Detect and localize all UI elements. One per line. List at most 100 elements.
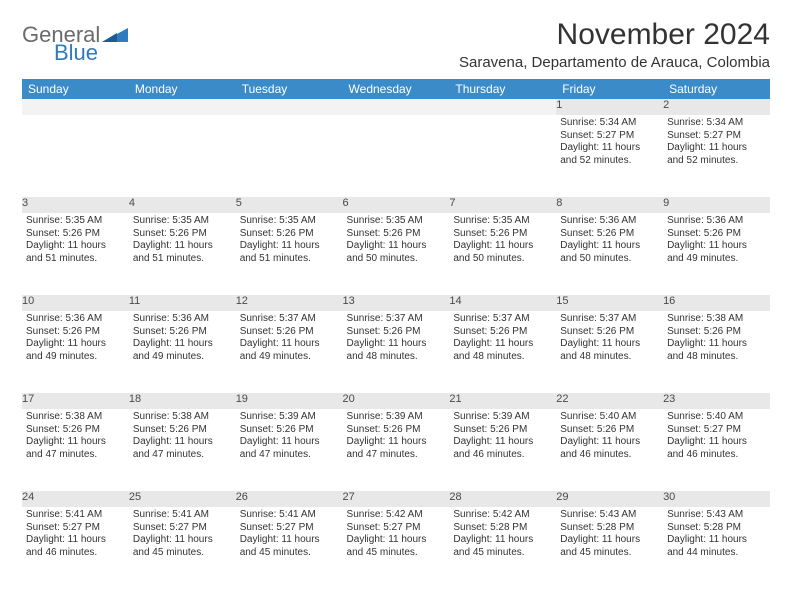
weekday-header: Thursday [449,79,556,99]
daylight-line: Daylight: 11 hours and 52 minutes. [667,142,766,167]
day-number: 22 [556,393,663,409]
sunrise-line: Sunrise: 5:42 AM [347,509,446,522]
daylight-line: Daylight: 11 hours and 49 minutes. [240,338,339,363]
day-number: 8 [556,197,663,213]
day-cell: Sunrise: 5:37 AMSunset: 5:26 PMDaylight:… [556,311,663,393]
daylight-line: Daylight: 11 hours and 46 minutes. [453,436,552,461]
day-cell: Sunrise: 5:37 AMSunset: 5:26 PMDaylight:… [236,311,343,393]
sunset-line: Sunset: 5:27 PM [240,522,339,535]
day-details: Sunrise: 5:36 AMSunset: 5:26 PMDaylight:… [663,213,770,271]
sunset-line: Sunset: 5:26 PM [26,228,125,241]
calendar-table: SundayMondayTuesdayWednesdayThursdayFrid… [22,79,770,589]
day-cell: Sunrise: 5:39 AMSunset: 5:26 PMDaylight:… [449,409,556,491]
sunrise-line: Sunrise: 5:39 AM [453,411,552,424]
day-cell-empty [236,115,343,197]
day-number: 5 [236,197,343,213]
day-cell: Sunrise: 5:41 AMSunset: 5:27 PMDaylight:… [22,507,129,589]
sunset-line: Sunset: 5:27 PM [347,522,446,535]
daylight-line: Daylight: 11 hours and 46 minutes. [560,436,659,461]
daylight-line: Daylight: 11 hours and 47 minutes. [347,436,446,461]
sunset-line: Sunset: 5:26 PM [453,424,552,437]
day-details: Sunrise: 5:37 AMSunset: 5:26 PMDaylight:… [236,311,343,369]
day-number: 9 [663,197,770,213]
sunset-line: Sunset: 5:26 PM [560,228,659,241]
day-number: 12 [236,295,343,311]
day-cell: Sunrise: 5:38 AMSunset: 5:26 PMDaylight:… [129,409,236,491]
sunset-line: Sunset: 5:26 PM [133,228,232,241]
sunset-line: Sunset: 5:27 PM [133,522,232,535]
day-cell: Sunrise: 5:37 AMSunset: 5:26 PMDaylight:… [449,311,556,393]
day-number-row: 17181920212223 [22,393,770,409]
day-cell: Sunrise: 5:39 AMSunset: 5:26 PMDaylight:… [343,409,450,491]
day-cell: Sunrise: 5:35 AMSunset: 5:26 PMDaylight:… [449,213,556,295]
day-number-empty [129,99,236,115]
weekday-header: Friday [556,79,663,99]
sunset-line: Sunset: 5:26 PM [26,326,125,339]
sunset-line: Sunset: 5:27 PM [26,522,125,535]
sunset-line: Sunset: 5:27 PM [667,424,766,437]
sunset-line: Sunset: 5:26 PM [347,228,446,241]
day-details: Sunrise: 5:37 AMSunset: 5:26 PMDaylight:… [556,311,663,369]
daylight-line: Daylight: 11 hours and 49 minutes. [667,240,766,265]
day-number: 21 [449,393,556,409]
day-details: Sunrise: 5:35 AMSunset: 5:26 PMDaylight:… [129,213,236,271]
day-cell: Sunrise: 5:34 AMSunset: 5:27 PMDaylight:… [556,115,663,197]
daylight-line: Daylight: 11 hours and 45 minutes. [560,534,659,559]
daylight-line: Daylight: 11 hours and 45 minutes. [133,534,232,559]
sunset-line: Sunset: 5:27 PM [560,130,659,143]
daylight-line: Daylight: 11 hours and 44 minutes. [667,534,766,559]
daylight-line: Daylight: 11 hours and 47 minutes. [133,436,232,461]
day-number: 2 [663,99,770,115]
sunrise-line: Sunrise: 5:40 AM [560,411,659,424]
sunset-line: Sunset: 5:26 PM [240,326,339,339]
sunrise-line: Sunrise: 5:35 AM [453,215,552,228]
weekday-header: Wednesday [343,79,450,99]
sunrise-line: Sunrise: 5:35 AM [133,215,232,228]
sunrise-line: Sunrise: 5:38 AM [26,411,125,424]
day-cell: Sunrise: 5:36 AMSunset: 5:26 PMDaylight:… [22,311,129,393]
sunrise-line: Sunrise: 5:37 AM [453,313,552,326]
day-number: 28 [449,491,556,507]
sunrise-line: Sunrise: 5:37 AM [347,313,446,326]
sunset-line: Sunset: 5:26 PM [347,424,446,437]
day-number: 3 [22,197,129,213]
sunset-line: Sunset: 5:26 PM [240,228,339,241]
daylight-line: Daylight: 11 hours and 52 minutes. [560,142,659,167]
day-details: Sunrise: 5:41 AMSunset: 5:27 PMDaylight:… [129,507,236,565]
daylight-line: Daylight: 11 hours and 45 minutes. [347,534,446,559]
day-number: 15 [556,295,663,311]
day-number: 11 [129,295,236,311]
logo-text-blue: Blue [54,42,128,64]
day-details: Sunrise: 5:35 AMSunset: 5:26 PMDaylight:… [22,213,129,271]
sunrise-line: Sunrise: 5:39 AM [240,411,339,424]
day-body-row: Sunrise: 5:41 AMSunset: 5:27 PMDaylight:… [22,507,770,589]
day-details: Sunrise: 5:34 AMSunset: 5:27 PMDaylight:… [556,115,663,173]
weekday-header-row: SundayMondayTuesdayWednesdayThursdayFrid… [22,79,770,99]
sunset-line: Sunset: 5:26 PM [560,326,659,339]
sunrise-line: Sunrise: 5:41 AM [26,509,125,522]
day-details: Sunrise: 5:41 AMSunset: 5:27 PMDaylight:… [236,507,343,565]
day-cell: Sunrise: 5:36 AMSunset: 5:26 PMDaylight:… [663,213,770,295]
daylight-line: Daylight: 11 hours and 49 minutes. [26,338,125,363]
day-cell: Sunrise: 5:41 AMSunset: 5:27 PMDaylight:… [236,507,343,589]
day-number: 26 [236,491,343,507]
day-details: Sunrise: 5:37 AMSunset: 5:26 PMDaylight:… [449,311,556,369]
weekday-header: Tuesday [236,79,343,99]
sunrise-line: Sunrise: 5:38 AM [667,313,766,326]
day-details: Sunrise: 5:40 AMSunset: 5:26 PMDaylight:… [556,409,663,467]
day-cell: Sunrise: 5:36 AMSunset: 5:26 PMDaylight:… [556,213,663,295]
sunrise-line: Sunrise: 5:36 AM [560,215,659,228]
day-details: Sunrise: 5:36 AMSunset: 5:26 PMDaylight:… [556,213,663,271]
sunrise-line: Sunrise: 5:36 AM [133,313,232,326]
daylight-line: Daylight: 11 hours and 51 minutes. [133,240,232,265]
day-number: 19 [236,393,343,409]
day-number-row: 10111213141516 [22,295,770,311]
day-details: Sunrise: 5:35 AMSunset: 5:26 PMDaylight:… [236,213,343,271]
sunset-line: Sunset: 5:28 PM [560,522,659,535]
day-details: Sunrise: 5:39 AMSunset: 5:26 PMDaylight:… [343,409,450,467]
sunset-line: Sunset: 5:26 PM [667,228,766,241]
day-number: 27 [343,491,450,507]
day-details: Sunrise: 5:34 AMSunset: 5:27 PMDaylight:… [663,115,770,173]
day-details: Sunrise: 5:35 AMSunset: 5:26 PMDaylight:… [343,213,450,271]
day-number: 4 [129,197,236,213]
